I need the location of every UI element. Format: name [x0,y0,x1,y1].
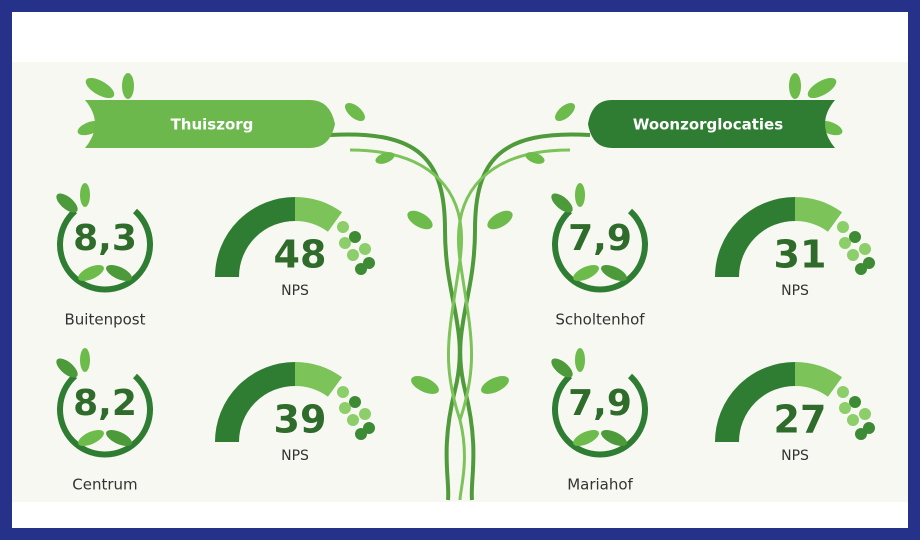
gauge-arc [295,374,335,387]
gauge-dot [839,402,851,414]
gauge-arc [795,209,835,222]
page: Thuiszorg Woonzorglocaties 8,3 Buitenpost… [0,0,920,540]
leaf [80,348,90,372]
gauge-dot [337,386,349,398]
gauge-dot [347,414,359,426]
score: 7,9 [568,218,632,259]
leaf [575,348,585,372]
gauge-arc [795,374,835,387]
leaf [80,183,90,207]
nps-value: 31 [774,233,827,277]
score: 8,2 [73,383,137,424]
gauge-dot [359,408,371,420]
infographic: Thuiszorg Woonzorglocaties 8,3 Buitenpost… [0,0,920,540]
gauge-dot [849,231,861,243]
nps-value: 39 [274,398,327,442]
location: Mariahof [567,476,633,494]
location: Scholtenhof [555,311,645,329]
gauge-dot [355,263,367,275]
gauge-dot [347,249,359,261]
nps-label: NPS [781,283,809,299]
gauge-dot [349,396,361,408]
nps-label: NPS [281,448,309,464]
gauge-dot [339,237,351,249]
gauge-dot [847,414,859,426]
section-title: Woonzorglocaties [633,116,783,134]
nps-value: 27 [774,398,827,442]
gauge-dot [837,386,849,398]
gauge-dot [849,396,861,408]
gauge-dot [859,243,871,255]
nps-label: NPS [781,448,809,464]
nps-value: 48 [274,233,327,277]
gauge-dot [859,408,871,420]
gauge-dot [349,231,361,243]
section-title: Thuiszorg [171,116,254,134]
score: 7,9 [568,383,632,424]
gauge-dot [359,243,371,255]
nps-label: NPS [281,283,309,299]
leaf [575,183,585,207]
location: Centrum [72,476,137,494]
gauge-dot [339,402,351,414]
score: 8,3 [73,218,137,259]
gauge-dot [837,221,849,233]
gauge-dot [839,237,851,249]
gauge-dot [855,428,867,440]
gauge-dot [847,249,859,261]
location: Buitenpost [65,311,146,329]
gauge-dot [355,428,367,440]
gauge-dot [337,221,349,233]
gauge-dot [855,263,867,275]
gauge-arc [295,209,335,222]
